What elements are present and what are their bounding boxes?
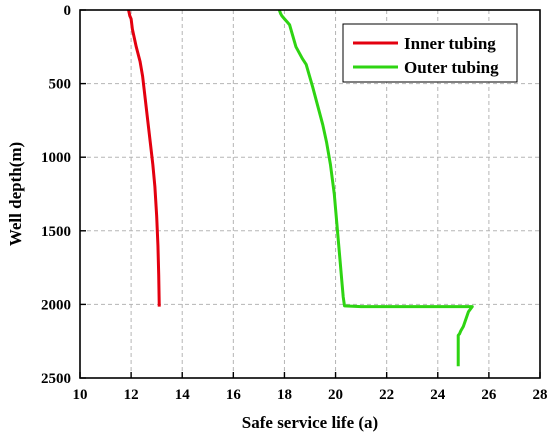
y-tick-label: 1500 [41, 224, 71, 240]
x-tick-label: 26 [481, 387, 497, 403]
y-tick-label: 1000 [41, 150, 71, 166]
x-tick-label: 18 [277, 387, 292, 403]
legend: Inner tubing Outer tubing [342, 23, 518, 83]
legend-label-inner-tubing: Inner tubing [404, 34, 496, 53]
axis-ticks [79, 9, 541, 379]
legend-box [342, 23, 518, 83]
series-line-inner-tubing [127, 9, 161, 307]
y-tick-label: 0 [64, 3, 72, 19]
x-tick-label: 24 [430, 387, 446, 403]
x-tick-label: 16 [226, 387, 242, 403]
plot-area-frame [79, 9, 541, 379]
x-tick-label: 12 [124, 387, 139, 403]
series-line-outer-tubing [277, 9, 474, 367]
x-tick-label: 10 [73, 387, 88, 403]
x-tick-label: 22 [379, 387, 394, 403]
x-tick-label: 20 [328, 387, 343, 403]
series-lines [127, 9, 474, 367]
legend-label-outer-tubing: Outer tubing [404, 58, 499, 77]
x-tick-label: 14 [175, 387, 191, 403]
y-tick-labels: 0 500 1000 1500 2000 2500 [41, 3, 71, 387]
y-tick-label: 2500 [41, 371, 71, 387]
x-tick-label: 28 [533, 387, 548, 403]
x-axis-label: Safe service life (a) [242, 413, 378, 432]
y-tick-label: 2000 [41, 297, 71, 313]
y-tick-label: 500 [49, 77, 72, 93]
x-tick-labels: 10 12 14 16 18 20 22 24 26 28 [73, 387, 548, 403]
y-axis-label: Well depth(m) [6, 142, 25, 246]
